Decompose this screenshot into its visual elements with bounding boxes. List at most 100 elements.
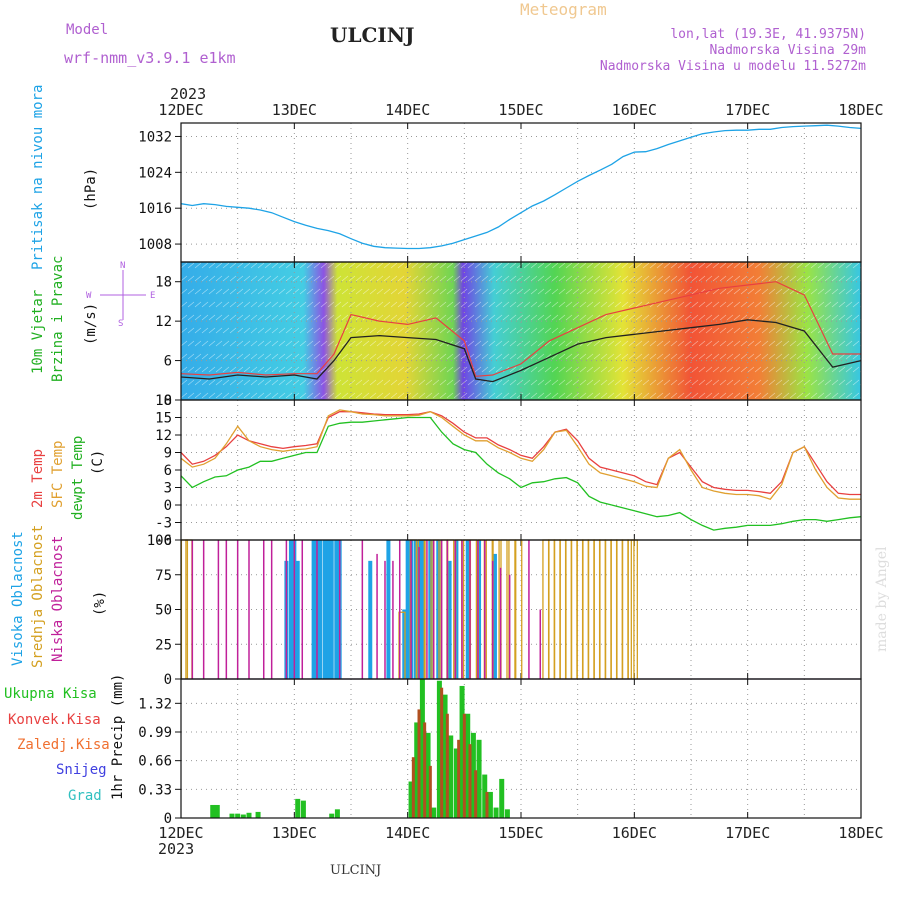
wind-unit: (m/s) [83,303,99,345]
wind-barb [467,392,475,399]
wind-barb [712,366,720,373]
wind-barb [439,353,447,360]
wind-barb [502,314,510,321]
wind-barb [250,327,258,334]
wind-barb [453,314,461,321]
wind-barb [271,340,279,347]
wind-barb [194,262,202,269]
wind-barb [775,262,783,269]
wind-barb [747,353,755,360]
wind-barb [761,314,769,321]
wind-barb [460,327,468,334]
wind-barb [355,262,363,269]
wind-barb [551,392,559,399]
wind-barb [579,262,587,269]
wind-barb [558,340,566,347]
wind-barb [817,301,825,308]
wind-barb [320,288,328,295]
y-tick-label: 6 [164,354,172,370]
panel-frame [180,678,862,819]
wind-barb [222,301,230,308]
wind-barb [670,353,678,360]
wind-barb [383,275,391,282]
wind-barb [369,392,377,399]
wind-barb [516,301,524,308]
wind-barb [250,275,258,282]
wind-barb [558,327,566,334]
wind-barb [313,392,321,399]
wind-barb [810,379,818,386]
wind-barb [453,353,461,360]
precip-bar-convective [485,791,489,818]
wind-barb [698,353,706,360]
precip-bar-total [414,722,420,818]
wind-barb [782,366,790,373]
wind-barb [684,353,692,360]
wind-barb [320,327,328,334]
wind-barb [208,366,216,373]
wind-barb [621,340,629,347]
precip-bar-total [295,798,301,818]
wind-barb [628,288,636,295]
wind-barb [649,275,657,282]
wind-barb [334,288,342,295]
wind-barb [614,379,622,386]
wind-barb [817,340,825,347]
wind-barb [362,275,370,282]
wind-barb [495,353,503,360]
wind-barb [579,353,587,360]
compass-e: E [150,291,155,301]
wind-barb [348,340,356,347]
wind-barb [376,327,384,334]
wind-barb [432,392,440,399]
wind-barb [579,327,587,334]
wind-barb [467,379,475,386]
cloud-bar-low [426,540,428,679]
wind-barb [523,275,531,282]
wind-barb [236,366,244,373]
wind-barb [537,275,545,282]
y-tick-label: 1016 [138,201,172,217]
wind-barb [614,327,622,334]
wind-barb [278,275,286,282]
wind-barb [264,301,272,308]
wind-barb [705,353,713,360]
cloud-bar-low [338,540,341,679]
wind-barb [761,340,769,347]
wind-barb [376,340,384,347]
wind-barb [719,288,727,295]
wind-barb [194,353,202,360]
wind-barb [397,340,405,347]
wind-barb [852,379,860,386]
wind-barb [530,379,538,386]
wind-barb [418,288,426,295]
wind-barb [341,301,349,308]
wind-barb [488,366,496,373]
wind-barb [390,327,398,334]
wind-barb [530,327,538,334]
wind-barb [803,275,811,282]
wind-barb [558,301,566,308]
wind-barb [523,327,531,334]
wind-barb [551,262,559,269]
wind-barb [488,353,496,360]
wind-barb [649,288,657,295]
wind-barb [397,392,405,399]
wind-barb [257,353,265,360]
wind-barb [817,392,825,399]
wind-barb [803,392,811,399]
wind-barb [775,353,783,360]
wind-barb [600,366,608,373]
cloud-bar-low [270,540,273,679]
wind-barb [376,366,384,373]
wind-barb [397,379,405,386]
wind-barb [446,327,454,334]
wind-barb [733,288,741,295]
wind-barb [404,353,412,360]
wind-barb [208,288,216,295]
wind-barb [705,366,713,373]
wind-barb [201,392,209,399]
wind-barb [285,353,293,360]
wind-barb [775,327,783,334]
wind-barb [775,314,783,321]
